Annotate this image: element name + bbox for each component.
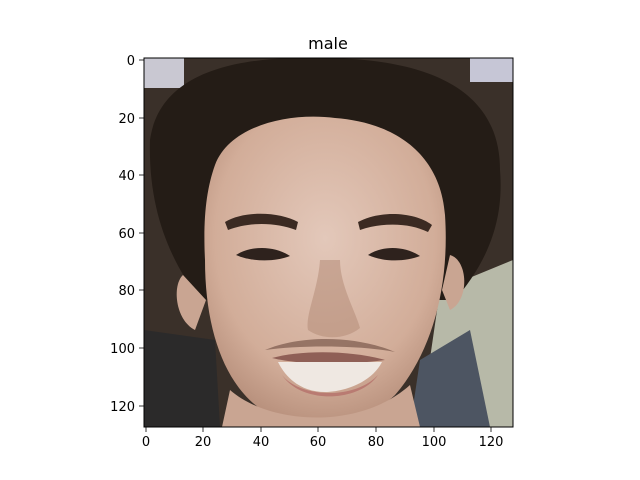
y-tick-label: 60 [118, 227, 135, 242]
x-tick-label: 0 [142, 435, 150, 450]
figure-title: male [308, 34, 348, 53]
teeth [278, 362, 382, 392]
x-tick-label: 80 [368, 435, 385, 450]
y-tick: 120 [110, 400, 144, 415]
nose-shadow [307, 260, 360, 338]
y-tick-label: 100 [110, 342, 135, 357]
top-left-light [144, 58, 184, 88]
left-eye [236, 247, 290, 261]
x-tick-label: 20 [195, 435, 212, 450]
x-tick-label: 40 [253, 435, 270, 450]
top-right-light [470, 58, 513, 82]
y-tick-label: 0 [127, 54, 135, 69]
x-tick-label: 120 [479, 435, 504, 450]
x-tick: 20 [195, 427, 212, 450]
upper-lip [272, 352, 385, 364]
y-tick: 20 [118, 112, 144, 127]
y-tick: 100 [110, 342, 144, 357]
y-tick-label: 120 [110, 400, 135, 415]
x-tick: 60 [310, 427, 327, 450]
neck [222, 385, 420, 427]
left-ear [176, 275, 206, 330]
collar-patterned [410, 330, 490, 427]
right-eyebrow [358, 214, 432, 232]
y-tick: 40 [118, 169, 144, 184]
y-tick: 0 [127, 54, 144, 69]
y-tick: 60 [118, 227, 144, 242]
x-tick: 0 [142, 427, 150, 450]
plot-frame [143, 57, 514, 428]
face-image [144, 58, 513, 427]
right-ear [442, 255, 465, 310]
x-tick: 100 [422, 427, 447, 450]
right-eye [368, 247, 420, 261]
y-axis: 0 20 40 60 80 100 120 [110, 54, 144, 415]
x-tick-label: 100 [422, 435, 447, 450]
y-tick-label: 20 [118, 112, 135, 127]
y-tick-label: 40 [118, 169, 135, 184]
bottom-left-fabric [144, 330, 220, 427]
mustache-shadow [265, 338, 395, 352]
x-axis: 0 20 40 60 80 100 120 [142, 427, 504, 450]
y-tick: 80 [118, 284, 144, 299]
y-tick-label: 80 [118, 284, 135, 299]
left-eyebrow [225, 213, 298, 230]
x-tick: 40 [253, 427, 270, 450]
lower-lip [282, 375, 378, 397]
x-tick: 120 [479, 427, 504, 450]
x-tick-label: 60 [310, 435, 327, 450]
x-tick: 80 [368, 427, 385, 450]
